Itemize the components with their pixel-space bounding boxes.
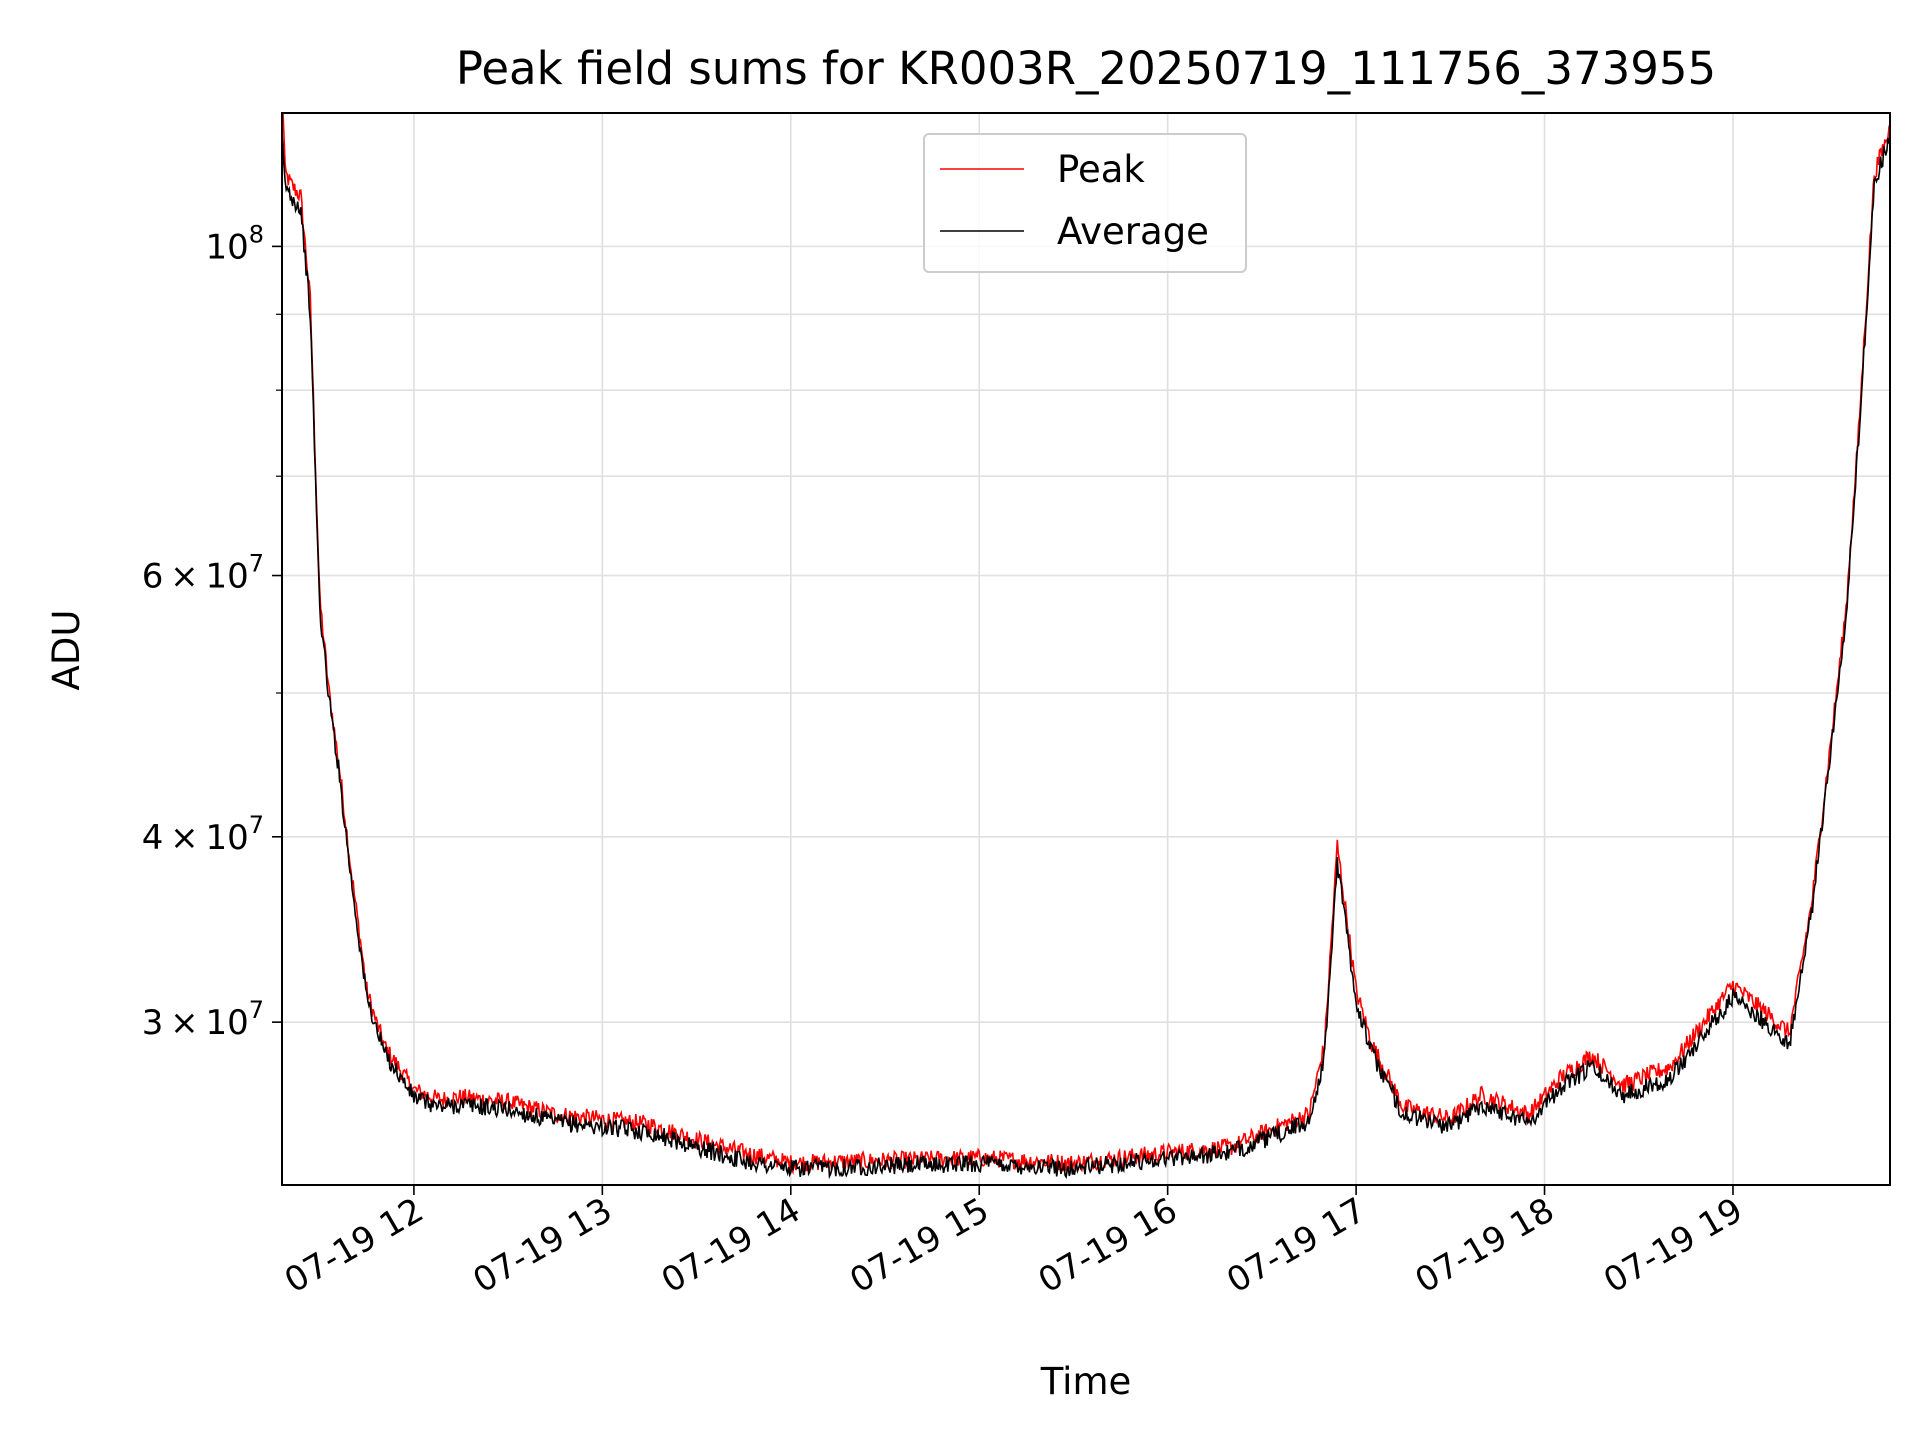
y-tick-coefficient: 4 × 10 [142, 818, 249, 858]
series-line-average [282, 132, 1890, 1180]
y-tick-label: 6 × 107 [142, 550, 264, 597]
y-tick-exponent: 7 [249, 996, 264, 1024]
plot-frame [281, 112, 1891, 1186]
legend-label-peak: Peak [1057, 148, 1145, 191]
series-line-peak [282, 113, 1890, 1175]
y-tick-label: 3 × 107 [142, 996, 264, 1043]
y-tick-coefficient: 3 × 10 [142, 1003, 249, 1043]
y-tick-exponent: 7 [249, 550, 264, 578]
y-tick-label: 4 × 107 [142, 811, 264, 858]
chart-title: Peak field sums for KR003R_20250719_1117… [456, 42, 1716, 95]
legend-label-average: Average [1057, 210, 1209, 253]
legend: Peak Average [923, 133, 1247, 273]
y-axis-label: ADU [45, 610, 88, 691]
y-tick-exponent: 7 [249, 811, 264, 839]
y-tick-exponent: 8 [249, 220, 264, 248]
y-tick-base: 10 [205, 227, 248, 267]
y-tick-coefficient: 6 × 10 [142, 557, 249, 597]
series-layer [282, 113, 1890, 1180]
x-axis-label: Time [1040, 1360, 1132, 1403]
y-tick-label: 108 [205, 220, 264, 267]
grid [282, 113, 1890, 1185]
